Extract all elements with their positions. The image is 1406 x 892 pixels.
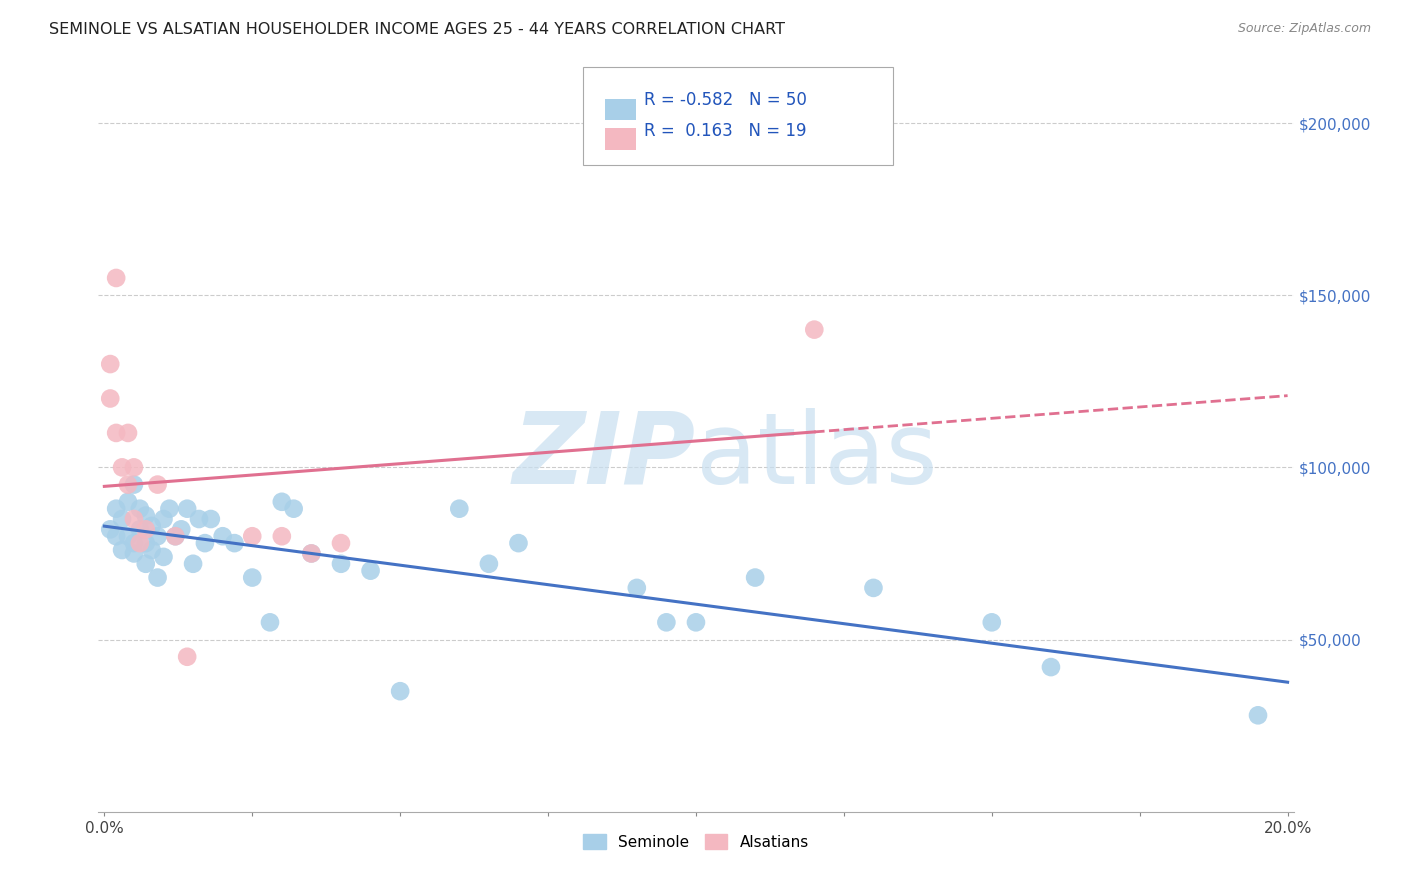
Text: atlas: atlas xyxy=(696,408,938,505)
Point xyxy=(240,529,263,543)
Point xyxy=(135,522,157,536)
Point xyxy=(122,477,145,491)
Point xyxy=(141,519,163,533)
Point xyxy=(117,495,139,509)
Point xyxy=(146,570,169,584)
Point xyxy=(862,581,884,595)
Point xyxy=(299,546,322,560)
Point xyxy=(135,557,157,571)
Point xyxy=(626,581,648,595)
Point xyxy=(655,615,678,630)
Point xyxy=(146,477,169,491)
Point xyxy=(165,529,187,543)
Point xyxy=(152,512,174,526)
Point xyxy=(685,615,707,630)
Point xyxy=(111,460,134,475)
Point xyxy=(165,529,187,543)
Text: R = -0.582   N = 50: R = -0.582 N = 50 xyxy=(644,91,807,109)
Point xyxy=(122,512,145,526)
Point xyxy=(135,536,157,550)
Point xyxy=(152,549,174,564)
Point xyxy=(330,536,353,550)
Point xyxy=(270,495,292,509)
Point xyxy=(98,357,121,371)
Point xyxy=(170,522,193,536)
Point xyxy=(508,536,530,550)
Point xyxy=(803,323,825,337)
Point xyxy=(117,425,139,440)
Point xyxy=(111,543,134,558)
Point xyxy=(98,392,121,406)
Point xyxy=(122,546,145,560)
Point xyxy=(360,564,382,578)
Point xyxy=(98,522,121,536)
Point xyxy=(141,543,163,558)
Point xyxy=(283,501,305,516)
Point xyxy=(259,615,281,630)
Point xyxy=(105,501,128,516)
Point xyxy=(146,529,169,543)
Text: ZIP: ZIP xyxy=(513,408,696,505)
Point xyxy=(744,570,766,584)
Point xyxy=(980,615,1002,630)
Point xyxy=(117,477,139,491)
Point xyxy=(176,649,198,664)
Point xyxy=(117,529,139,543)
Point xyxy=(128,501,150,516)
Point xyxy=(105,529,128,543)
Point xyxy=(188,512,211,526)
Point xyxy=(128,536,150,550)
Point xyxy=(157,501,180,516)
Point xyxy=(270,529,292,543)
Point xyxy=(299,546,322,560)
Point xyxy=(211,529,233,543)
Text: R =  0.163   N = 19: R = 0.163 N = 19 xyxy=(644,122,807,140)
Point xyxy=(111,512,134,526)
Legend: Seminole, Alsatians: Seminole, Alsatians xyxy=(576,828,815,856)
Point xyxy=(224,536,246,550)
Point xyxy=(122,536,145,550)
Point xyxy=(330,557,353,571)
Point xyxy=(135,508,157,523)
Point xyxy=(105,271,128,285)
Point xyxy=(181,557,204,571)
Text: SEMINOLE VS ALSATIAN HOUSEHOLDER INCOME AGES 25 - 44 YEARS CORRELATION CHART: SEMINOLE VS ALSATIAN HOUSEHOLDER INCOME … xyxy=(49,22,785,37)
Point xyxy=(240,570,263,584)
Point xyxy=(194,536,217,550)
Point xyxy=(1039,660,1062,674)
Point xyxy=(389,684,412,698)
Point xyxy=(122,460,145,475)
Point xyxy=(176,501,198,516)
Point xyxy=(449,501,471,516)
Text: Source: ZipAtlas.com: Source: ZipAtlas.com xyxy=(1237,22,1371,36)
Point xyxy=(478,557,501,571)
Point xyxy=(128,522,150,536)
Point xyxy=(200,512,222,526)
Point xyxy=(1247,708,1270,723)
Point xyxy=(105,425,128,440)
